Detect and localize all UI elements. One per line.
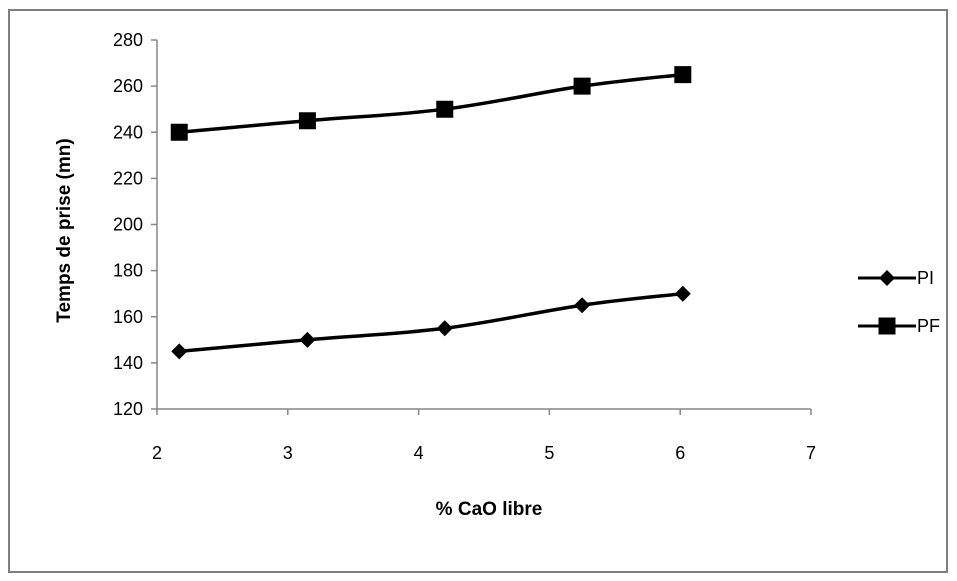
x-tick-label: 4 — [414, 443, 424, 463]
series-pf — [170, 66, 692, 141]
data-point-pf — [436, 100, 454, 118]
legend-entry-pf: PF — [858, 316, 940, 336]
y-tick-label: 140 — [113, 353, 143, 373]
y-tick-label: 260 — [113, 76, 143, 96]
legend-marker-pi — [879, 270, 895, 286]
legend-label-pi: PI — [917, 268, 934, 288]
x-tick-label: 3 — [283, 443, 293, 463]
data-point-pf — [298, 112, 316, 130]
x-tick-label: 6 — [675, 443, 685, 463]
data-point-pi — [436, 320, 453, 337]
data-point-pi — [674, 285, 691, 302]
axes — [156, 40, 811, 410]
y-tick-label: 120 — [113, 399, 143, 419]
x-tick-label: 2 — [152, 443, 162, 463]
y-axis-ticks: 120 140 160 180 200 220 240 260 280 — [113, 30, 157, 419]
data-point-pi — [299, 331, 316, 348]
y-axis-title: Temps de prise (mn) — [54, 138, 75, 322]
data-point-pf — [674, 66, 692, 84]
y-tick-label: 280 — [113, 30, 143, 50]
y-tick-label: 240 — [113, 122, 143, 142]
legend: PI PF — [858, 268, 940, 336]
data-point-pi — [574, 297, 591, 314]
x-tick-label: 5 — [544, 443, 554, 463]
series-line-pi — [177, 291, 685, 354]
y-tick-label: 200 — [113, 215, 143, 235]
x-axis-title: % CaO libre — [436, 499, 543, 520]
x-tick-label: 7 — [806, 443, 816, 463]
y-tick-label: 180 — [113, 261, 143, 281]
y-tick-label: 220 — [113, 168, 143, 188]
legend-entry-pi: PI — [858, 268, 934, 288]
data-point-pf — [573, 77, 591, 95]
series-layer — [170, 66, 692, 360]
series-line-pf — [177, 72, 685, 134]
legend-marker-pf — [878, 317, 896, 335]
data-point-pf — [170, 123, 188, 141]
data-point-pi — [171, 343, 188, 360]
series-pi — [171, 285, 691, 360]
y-tick-label: 160 — [113, 307, 143, 327]
legend-label-pf: PF — [917, 316, 940, 336]
x-axis-ticks: 2 3 4 5 6 7 — [152, 409, 816, 463]
